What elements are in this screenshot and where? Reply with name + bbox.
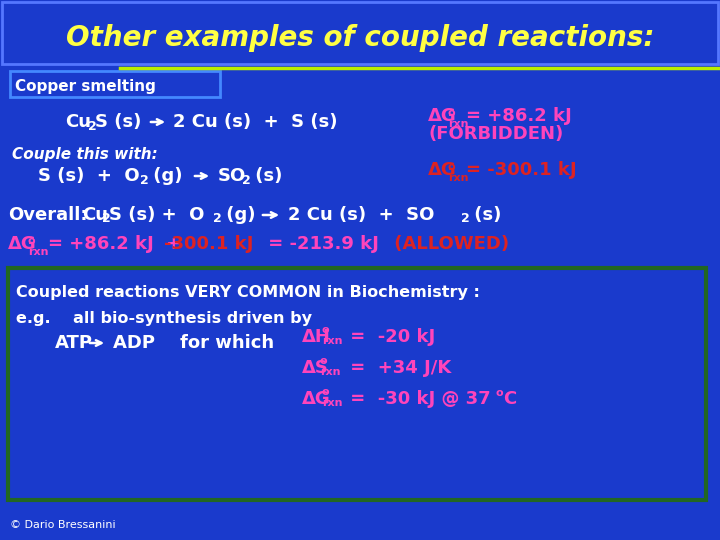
Text: 2: 2 [88,119,96,132]
Text: ΔG: ΔG [8,235,37,253]
Text: S (s): S (s) [95,113,141,131]
FancyBboxPatch shape [2,2,718,64]
Text: rxn: rxn [448,119,469,129]
FancyBboxPatch shape [10,71,220,97]
Text: Copper smelting: Copper smelting [15,78,156,93]
Text: (FORBIDDEN): (FORBIDDEN) [428,125,563,143]
Text: ΔG: ΔG [428,161,456,179]
Text: o: o [320,356,328,366]
Text: ΔS: ΔS [302,359,329,377]
Text: (s): (s) [249,167,282,185]
Text: o: o [322,325,330,335]
Text: =  +34 J/K: = +34 J/K [344,359,451,377]
Text: 2: 2 [461,213,469,226]
Text: = +86.2 kJ: = +86.2 kJ [466,107,572,125]
Text: ΔG: ΔG [428,107,456,125]
Text: SO: SO [218,167,246,185]
Text: rxn: rxn [28,247,48,257]
Text: Overall:: Overall: [8,206,88,224]
Text: e.g.    all bio-synthesis driven by: e.g. all bio-synthesis driven by [16,310,312,326]
Text: Couple this with:: Couple this with: [12,146,158,161]
Text: rxn: rxn [322,336,343,346]
Text: Cu: Cu [65,113,91,131]
Text: (s): (s) [468,206,501,224]
Text: o: o [28,236,35,246]
Text: = +86.2 kJ  +: = +86.2 kJ + [48,235,187,253]
Text: o: o [322,387,330,397]
Text: (g): (g) [220,206,256,224]
Text: S (s) +  O: S (s) + O [109,206,204,224]
Text: © Dario Bressanini: © Dario Bressanini [10,520,116,530]
Text: Coupled reactions VERY COMMON in Biochemistry :: Coupled reactions VERY COMMON in Biochem… [16,286,480,300]
Text: ADP    for which: ADP for which [113,334,274,352]
Text: 2 Cu (s)  +  S (s): 2 Cu (s) + S (s) [173,113,338,131]
Text: ΔG: ΔG [302,390,330,408]
Text: ΔH: ΔH [302,328,331,346]
Text: 2 Cu (s)  +  SO: 2 Cu (s) + SO [288,206,434,224]
Text: ATP: ATP [55,334,93,352]
Text: 2: 2 [213,213,222,226]
Text: =  -30 kJ @ 37: = -30 kJ @ 37 [344,390,490,408]
Text: Other examples of coupled reactions:: Other examples of coupled reactions: [66,24,654,52]
Text: C: C [503,390,516,408]
Text: rxn: rxn [320,367,341,377]
Text: = -213.9 kJ: = -213.9 kJ [262,235,379,253]
Text: rxn: rxn [448,173,469,183]
Text: Cu: Cu [82,206,108,224]
Text: S (s)  +  O: S (s) + O [38,167,140,185]
Text: 2: 2 [242,173,251,186]
Text: (g): (g) [147,167,182,185]
Text: =  -20 kJ: = -20 kJ [344,328,436,346]
Text: o: o [448,108,456,118]
FancyBboxPatch shape [8,268,706,500]
Text: rxn: rxn [322,398,343,408]
Text: 2: 2 [102,213,111,226]
Text: o: o [448,162,456,172]
Text: = -300.1 kJ: = -300.1 kJ [466,161,577,179]
Text: -300.1 kJ: -300.1 kJ [164,235,253,253]
Text: o: o [496,388,503,398]
Text: 2: 2 [140,173,149,186]
Text: (ALLOWED): (ALLOWED) [388,235,509,253]
